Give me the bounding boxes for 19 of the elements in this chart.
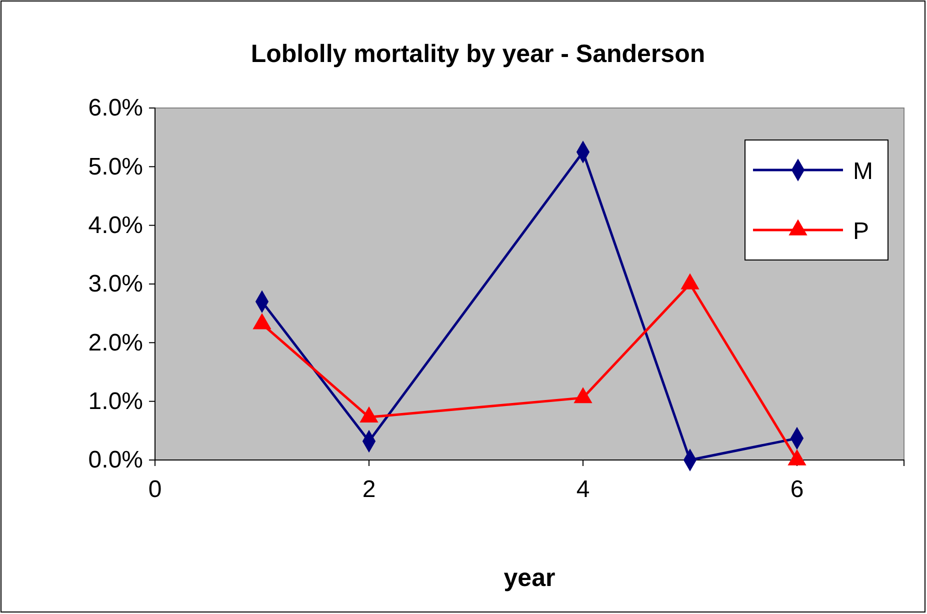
- y-tick-label: 5.0%: [88, 153, 143, 180]
- y-tick-label: 0.0%: [88, 446, 143, 474]
- point: [252, 313, 272, 330]
- y-tick-label: 2.0%: [88, 329, 143, 356]
- x-tick-label: 4: [576, 476, 590, 504]
- legend-label: M: [853, 158, 873, 185]
- x-tick-label: 6: [790, 476, 804, 504]
- legend-label: P: [853, 218, 870, 245]
- y-tick-label: 6.0%: [88, 94, 143, 122]
- chart-title: Loblolly mortality by year - Sanderson: [250, 40, 706, 68]
- y-tick-label: 3.0%: [88, 270, 143, 298]
- y-tick-label: 1.0%: [88, 388, 143, 416]
- point: [788, 449, 806, 466]
- x-axis-title: year: [504, 564, 556, 592]
- y-tick-label: 4.0%: [88, 212, 143, 240]
- x-tick-label: 2: [362, 476, 376, 504]
- x-tick-label: 0: [148, 476, 162, 504]
- point: [360, 406, 378, 423]
- point: [574, 387, 592, 404]
